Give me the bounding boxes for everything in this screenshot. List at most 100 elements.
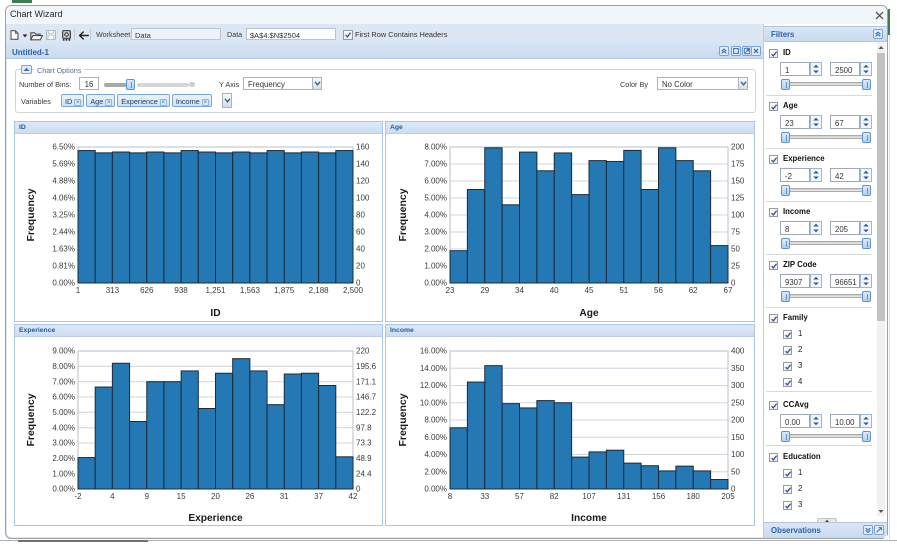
svg-text:175: 175 <box>731 160 745 169</box>
svg-text:62: 62 <box>689 286 698 295</box>
svg-text:67: 67 <box>724 286 733 295</box>
svg-text:6.00%: 6.00% <box>424 177 447 186</box>
svg-text:1,251: 1,251 <box>205 286 226 295</box>
svg-text:31: 31 <box>280 492 289 501</box>
svg-text:1: 1 <box>76 286 81 295</box>
svg-text:82: 82 <box>550 492 559 501</box>
svg-text:300: 300 <box>731 381 745 390</box>
svg-text:26: 26 <box>245 492 254 501</box>
svg-text:4.00%: 4.00% <box>424 450 447 459</box>
svg-text:205: 205 <box>721 492 735 501</box>
svg-text:34: 34 <box>515 286 524 295</box>
svg-text:4.88%: 4.88% <box>52 177 75 186</box>
svg-text:37: 37 <box>314 492 323 501</box>
svg-text:250: 250 <box>731 398 745 407</box>
svg-text:12.00%: 12.00% <box>420 381 447 390</box>
svg-text:8.00%: 8.00% <box>424 416 447 425</box>
svg-text:0: 0 <box>731 485 736 494</box>
svg-text:100: 100 <box>731 450 745 459</box>
svg-text:100: 100 <box>356 194 370 203</box>
svg-text:16.00%: 16.00% <box>420 347 447 356</box>
svg-text:29: 29 <box>480 286 489 295</box>
svg-text:80: 80 <box>356 211 365 220</box>
svg-text:-2: -2 <box>74 492 82 501</box>
svg-text:160: 160 <box>356 143 370 152</box>
svg-text:5.00%: 5.00% <box>424 194 447 203</box>
svg-text:40: 40 <box>550 286 559 295</box>
svg-text:938: 938 <box>174 286 188 295</box>
svg-text:33: 33 <box>480 492 489 501</box>
svg-text:4: 4 <box>110 492 115 501</box>
svg-text:120: 120 <box>356 177 370 186</box>
svg-text:3.00%: 3.00% <box>52 439 75 448</box>
svg-text:107: 107 <box>582 492 596 501</box>
svg-text:20: 20 <box>356 262 365 271</box>
svg-text:200: 200 <box>731 143 745 152</box>
svg-text:50: 50 <box>731 467 740 476</box>
svg-text:0: 0 <box>356 485 361 494</box>
svg-text:40: 40 <box>356 245 365 254</box>
svg-text:122.2: 122.2 <box>356 408 377 417</box>
svg-text:9: 9 <box>145 492 150 501</box>
svg-text:8.00%: 8.00% <box>52 362 75 371</box>
svg-text:97.8: 97.8 <box>356 423 372 432</box>
svg-text:313: 313 <box>106 286 120 295</box>
svg-text:24.4: 24.4 <box>356 469 372 478</box>
svg-text:1,875: 1,875 <box>274 286 295 295</box>
svg-text:400: 400 <box>731 347 745 356</box>
svg-text:6.00%: 6.00% <box>424 433 447 442</box>
svg-text:0.00%: 0.00% <box>52 279 75 288</box>
svg-text:15: 15 <box>177 492 186 501</box>
svg-text:4.00%: 4.00% <box>424 211 447 220</box>
svg-text:4.00%: 4.00% <box>52 423 75 432</box>
svg-text:171.1: 171.1 <box>356 377 377 386</box>
svg-text:7.00%: 7.00% <box>52 377 75 386</box>
svg-text:8.00%: 8.00% <box>424 143 447 152</box>
svg-text:200: 200 <box>731 416 745 425</box>
svg-text:0: 0 <box>731 279 736 288</box>
svg-text:2.00%: 2.00% <box>52 454 75 463</box>
svg-text:0.00%: 0.00% <box>52 485 75 494</box>
svg-text:156: 156 <box>652 492 666 501</box>
svg-text:150: 150 <box>731 177 745 186</box>
svg-text:Age: Age <box>579 308 599 319</box>
svg-text:23: 23 <box>446 286 455 295</box>
svg-text:10.00%: 10.00% <box>420 398 447 407</box>
svg-text:5.00%: 5.00% <box>52 408 75 417</box>
svg-text:150: 150 <box>731 433 745 442</box>
svg-text:25: 25 <box>731 262 740 271</box>
svg-text:0.81%: 0.81% <box>52 262 75 271</box>
svg-text:ID: ID <box>210 308 220 319</box>
svg-text:2,500: 2,500 <box>343 286 364 295</box>
svg-text:626: 626 <box>140 286 154 295</box>
svg-text:4.06%: 4.06% <box>52 194 75 203</box>
svg-text:100: 100 <box>731 211 745 220</box>
svg-text:50: 50 <box>731 245 740 254</box>
svg-text:Income: Income <box>571 513 607 524</box>
svg-text:131: 131 <box>617 492 631 501</box>
svg-text:5.69%: 5.69% <box>52 160 75 169</box>
svg-text:Frequency: Frequency <box>397 188 409 241</box>
svg-text:9.00%: 9.00% <box>52 347 75 356</box>
svg-text:1.00%: 1.00% <box>52 469 75 478</box>
svg-text:Experience: Experience <box>188 513 243 524</box>
svg-text:8: 8 <box>448 492 453 501</box>
svg-text:51: 51 <box>619 286 628 295</box>
svg-text:60: 60 <box>356 228 365 237</box>
svg-text:7.00%: 7.00% <box>424 160 447 169</box>
svg-text:195.6: 195.6 <box>356 362 377 371</box>
svg-text:350: 350 <box>731 364 745 373</box>
svg-text:1,563: 1,563 <box>240 286 261 295</box>
svg-text:2.00%: 2.00% <box>424 245 447 254</box>
svg-text:6.00%: 6.00% <box>52 393 75 402</box>
svg-text:2.44%: 2.44% <box>52 228 75 237</box>
svg-text:73.3: 73.3 <box>356 439 372 448</box>
svg-text:2.00%: 2.00% <box>424 467 447 476</box>
svg-text:42: 42 <box>349 492 358 501</box>
svg-text:2,188: 2,188 <box>309 286 330 295</box>
svg-text:125: 125 <box>731 194 745 203</box>
svg-text:57: 57 <box>515 492 524 501</box>
svg-text:75: 75 <box>731 228 740 237</box>
svg-text:Frequency: Frequency <box>397 393 409 446</box>
svg-text:0.00%: 0.00% <box>424 485 447 494</box>
